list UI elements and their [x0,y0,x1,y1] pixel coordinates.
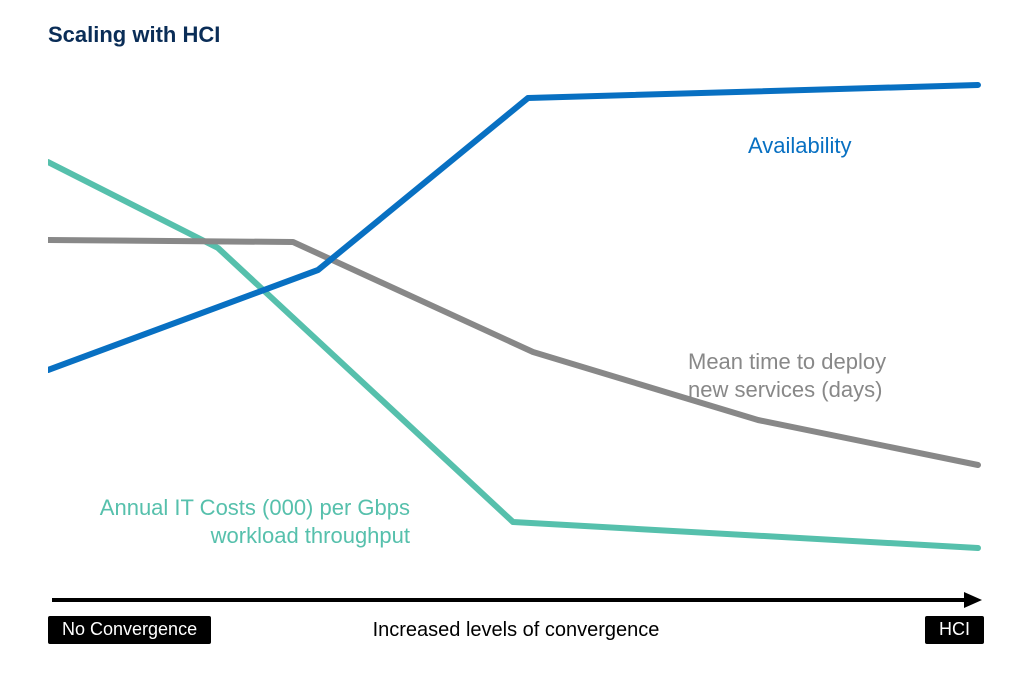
axis-pill-no-convergence: No Convergence [48,616,211,644]
line-availability [48,85,978,370]
axis-center-label: Increased levels of convergence [373,619,660,642]
axis-labels: No Convergence Increased levels of conve… [48,616,984,646]
chart-title: Scaling with HCI [48,22,220,48]
axis-pill-hci: HCI [925,616,984,644]
series-label-availability: Availability [748,132,852,160]
x-axis: No Convergence Increased levels of conve… [48,590,984,660]
series-label-it-costs: Annual IT Costs (000) per Gbpsworkload t… [50,494,410,549]
chart-area: Availability Mean time to deploynew serv… [48,70,984,580]
axis-arrow [48,590,984,610]
series-label-mean-time: Mean time to deploynew services (days) [688,348,886,403]
